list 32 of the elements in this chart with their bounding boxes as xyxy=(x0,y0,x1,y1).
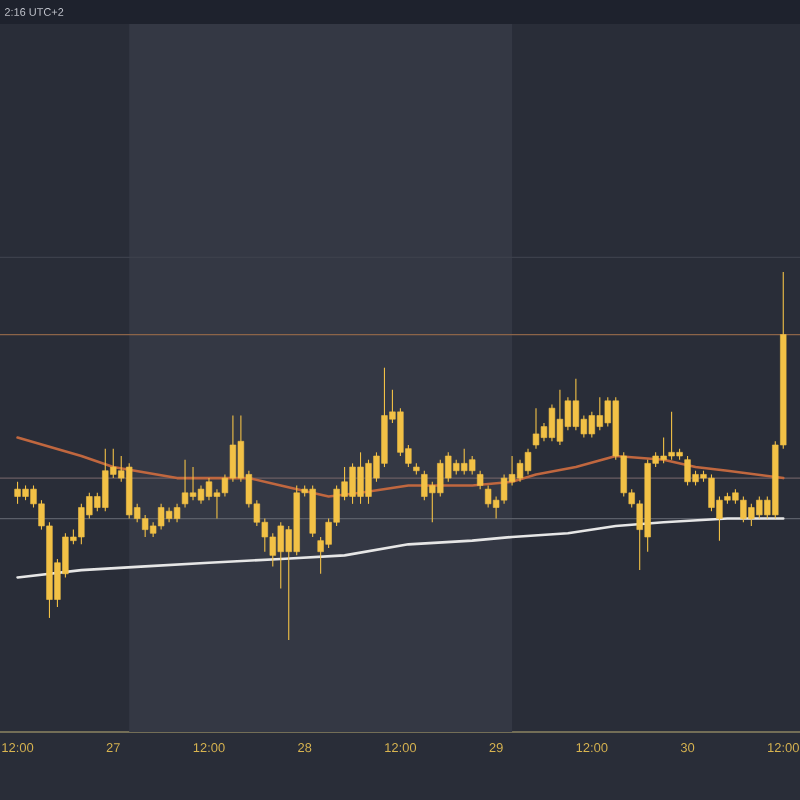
candlestick xyxy=(660,437,667,464)
candlestick xyxy=(157,503,165,531)
candlestick xyxy=(572,378,580,431)
candlestick xyxy=(469,455,476,475)
candlestick xyxy=(14,481,21,505)
candlestick xyxy=(349,462,356,505)
candlestick xyxy=(421,470,428,501)
candlestick xyxy=(78,503,85,545)
candlestick xyxy=(461,448,468,475)
candlestick xyxy=(596,396,603,431)
candlestick xyxy=(588,411,595,439)
candlestick xyxy=(189,466,197,501)
candlestick xyxy=(548,403,556,442)
candlestick xyxy=(556,389,564,446)
candlestick xyxy=(397,407,404,457)
candlestick xyxy=(437,459,444,498)
candlestick xyxy=(365,459,372,505)
candlestick xyxy=(748,503,755,527)
candlestick xyxy=(668,411,675,461)
candlestick xyxy=(277,521,284,590)
candlestick xyxy=(740,495,747,523)
candlestick xyxy=(102,448,109,512)
candlestick xyxy=(532,407,540,450)
candlestick xyxy=(205,477,213,501)
candlestick xyxy=(142,514,149,538)
candlestick xyxy=(357,451,364,505)
candlestick xyxy=(309,484,316,538)
candlestick xyxy=(756,495,763,520)
candlestick xyxy=(708,473,715,512)
candlestick xyxy=(126,462,133,520)
candlestick xyxy=(524,448,532,475)
candlestick xyxy=(684,455,691,486)
